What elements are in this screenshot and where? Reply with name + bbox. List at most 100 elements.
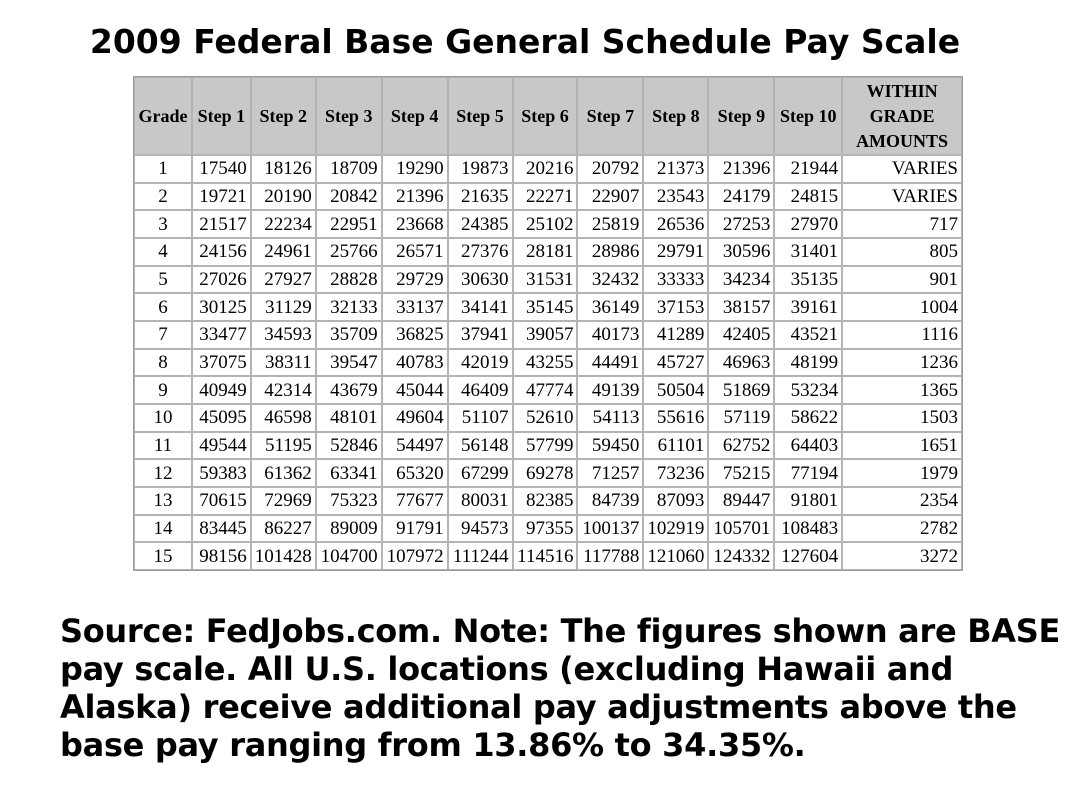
- column-header: Step 8: [643, 77, 709, 155]
- step-pay-cell: 45727: [643, 348, 709, 377]
- step-pay-cell: 127604: [774, 542, 843, 570]
- step-pay-cell: 70615: [191, 486, 251, 515]
- step-pay-cell: 18709: [315, 155, 382, 183]
- step-pay-cell: 51107: [447, 403, 513, 432]
- step-pay-cell: 51869: [708, 376, 775, 404]
- step-pay-cell: 39161: [774, 293, 843, 321]
- step-pay-cell: 47774: [512, 376, 578, 404]
- step-pay-cell: 62752: [708, 431, 775, 460]
- step-pay-cell: 31129: [250, 293, 316, 321]
- step-pay-cell: 105701: [708, 514, 775, 543]
- table-row: 15 98156 101428 104700 107972 111244 114516 117…: [134, 542, 962, 570]
- step-pay-cell: 61101: [643, 431, 709, 460]
- step-pay-cell: 23668: [381, 210, 448, 238]
- step-pay-cell: 97355: [512, 514, 578, 543]
- table-row: 11 49544 51195 52846 54497 56148 57799 59450 611…: [134, 431, 962, 460]
- step-pay-cell: 18126: [250, 155, 316, 183]
- step-pay-cell: 20842: [315, 182, 382, 211]
- table-row: 9 40949 42314 43679 45044 46409 47774 49139 5050…: [134, 376, 962, 404]
- step-pay-cell: 37075: [191, 348, 251, 377]
- step-pay-cell: 24156: [191, 237, 251, 266]
- step-pay-cell: 52846: [315, 431, 382, 460]
- table-body: 1 17540 18126 18709 19290 19873 20216 20792 2137…: [134, 155, 962, 570]
- step-pay-cell: 114516: [512, 542, 578, 570]
- step-pay-cell: 31401: [774, 237, 843, 266]
- step-pay-cell: 42405: [708, 320, 775, 349]
- grade-cell: 11: [134, 431, 192, 460]
- step-pay-cell: 30125: [191, 293, 251, 321]
- step-pay-cell: 37153: [643, 293, 709, 321]
- step-pay-cell: 21396: [381, 182, 448, 211]
- step-pay-cell: 102919: [643, 514, 709, 543]
- step-pay-cell: 21517: [191, 210, 251, 238]
- step-pay-cell: 27927: [250, 265, 316, 294]
- step-pay-cell: 104700: [315, 542, 382, 570]
- grade-cell: 10: [134, 403, 192, 432]
- step-pay-cell: 101428: [250, 542, 316, 570]
- step-pay-cell: 39057: [512, 320, 578, 349]
- step-pay-cell: 64403: [774, 431, 843, 460]
- step-pay-cell: 17540: [191, 155, 251, 183]
- step-pay-cell: 86227: [250, 514, 316, 543]
- step-pay-cell: 35709: [315, 320, 382, 349]
- step-pay-cell: 42019: [447, 348, 513, 377]
- step-pay-cell: 61362: [250, 459, 316, 487]
- step-pay-cell: 65320: [381, 459, 448, 487]
- within-grade-amount-cell: 2354: [842, 486, 962, 515]
- step-pay-cell: 124332: [708, 542, 775, 570]
- step-pay-cell: 50504: [643, 376, 709, 404]
- step-pay-cell: 30630: [447, 265, 513, 294]
- step-pay-cell: 111244: [447, 542, 513, 570]
- column-header: Step 4: [381, 77, 448, 155]
- step-pay-cell: 89009: [315, 514, 382, 543]
- step-pay-cell: 34234: [708, 265, 775, 294]
- within-grade-amount-cell: 1365: [842, 376, 962, 404]
- step-pay-cell: 21396: [708, 155, 775, 183]
- step-pay-cell: 83445: [191, 514, 251, 543]
- step-pay-cell: 87093: [643, 486, 709, 515]
- step-pay-cell: 72969: [250, 486, 316, 515]
- step-pay-cell: 54113: [577, 403, 644, 432]
- step-pay-cell: 22234: [250, 210, 316, 238]
- within-grade-amount-cell: 901: [842, 265, 962, 294]
- step-pay-cell: 84739: [577, 486, 644, 515]
- step-pay-cell: 22271: [512, 182, 578, 211]
- step-pay-cell: 57119: [708, 403, 775, 432]
- step-pay-cell: 73236: [643, 459, 709, 487]
- step-pay-cell: 34141: [447, 293, 513, 321]
- step-pay-cell: 58622: [774, 403, 843, 432]
- grade-cell: 7: [134, 320, 192, 349]
- table-row: 10 45095 46598 48101 49604 51107 52610 54113 556…: [134, 403, 962, 432]
- grade-cell: 2: [134, 182, 192, 211]
- grade-cell: 9: [134, 376, 192, 404]
- step-pay-cell: 19873: [447, 155, 513, 183]
- table-header-row: Grade Step 1 Step 2 Step 3 Step 4 Step 5…: [134, 77, 962, 155]
- step-pay-cell: 91791: [381, 514, 448, 543]
- column-header: Step 3: [315, 77, 382, 155]
- step-pay-cell: 38311: [250, 348, 316, 377]
- step-pay-cell: 41289: [643, 320, 709, 349]
- step-pay-cell: 24385: [447, 210, 513, 238]
- step-pay-cell: 48199: [774, 348, 843, 377]
- step-pay-cell: 46598: [250, 403, 316, 432]
- grade-cell: 12: [134, 459, 192, 487]
- step-pay-cell: 27970: [774, 210, 843, 238]
- grade-cell: 1: [134, 155, 192, 183]
- table-row: 3 21517 22234 22951 23668 24385 25102 25819 2653…: [134, 210, 962, 238]
- step-pay-cell: 39547: [315, 348, 382, 377]
- grade-cell: 4: [134, 237, 192, 266]
- step-pay-cell: 33137: [381, 293, 448, 321]
- grade-cell: 14: [134, 514, 192, 543]
- step-pay-cell: 28181: [512, 237, 578, 266]
- table-row: 2 19721 20190 20842 21396 21635 22271 22907 2354…: [134, 182, 962, 211]
- within-grade-amount-cell: 1236: [842, 348, 962, 377]
- step-pay-cell: 117788: [577, 542, 644, 570]
- table-row: 5 27026 27927 28828 29729 30630 31531 32432 3333…: [134, 265, 962, 294]
- step-pay-cell: 40173: [577, 320, 644, 349]
- step-pay-cell: 40783: [381, 348, 448, 377]
- column-header: Step 9: [708, 77, 775, 155]
- step-pay-cell: 29729: [381, 265, 448, 294]
- step-pay-cell: 53234: [774, 376, 843, 404]
- step-pay-cell: 36825: [381, 320, 448, 349]
- within-grade-amount-cell: VARIES: [842, 155, 962, 183]
